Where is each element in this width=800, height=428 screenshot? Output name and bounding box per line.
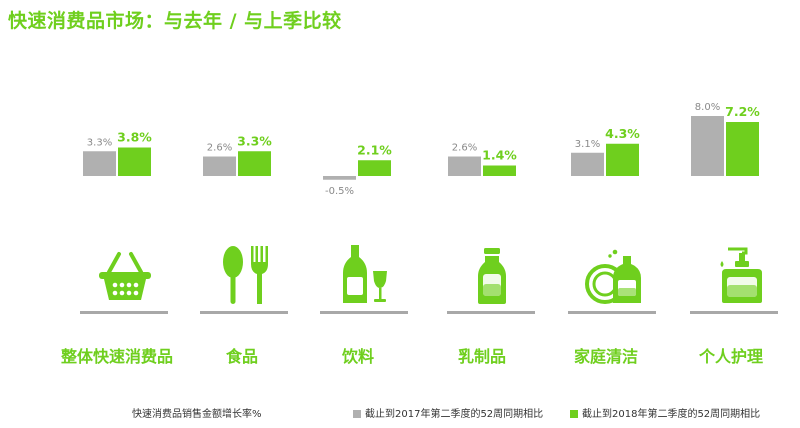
category-label: 食品 [225, 347, 258, 366]
bar-2018 [483, 165, 516, 176]
category-label: 家庭清洁 [573, 347, 638, 366]
basket-icon [99, 252, 151, 300]
bar-2017 [323, 176, 356, 180]
legend-item-2017: 截止到2017年第二季度的52周同期相比 [353, 405, 543, 420]
legend-swatch-gray [353, 410, 361, 418]
data-label-2018: 3.3% [237, 133, 272, 148]
data-label-2017: 3.3% [87, 137, 112, 148]
legend-swatch-green [570, 410, 578, 418]
legend-item-2018: 截止到2018年第二季度的52周同期相比 [570, 405, 760, 420]
data-label-2018: 3.8% [117, 130, 152, 145]
bottle-glass-icon [343, 245, 387, 303]
data-label-2018: 4.3% [605, 126, 640, 141]
data-label-2017: 3.1% [575, 139, 600, 150]
bar-2017 [203, 156, 236, 176]
milk-bottle-icon [478, 248, 506, 304]
spoon-fork-icon [223, 246, 268, 304]
bar-2017 [83, 151, 116, 176]
ground-line-6 [690, 311, 778, 314]
ground-line-2 [200, 311, 288, 314]
ground-line-4 [447, 311, 535, 314]
ground-line-5 [568, 311, 656, 314]
bar-2018 [118, 147, 151, 176]
footer-note: 快速消费品销售金额增长率% [132, 409, 262, 420]
bar-2018 [726, 122, 759, 176]
page-title: 快速消费品市场：与去年 / 与上季比较 [8, 10, 342, 32]
bar-2017 [691, 116, 724, 176]
detergent-icon [585, 249, 641, 304]
category-label: 个人护理 [698, 347, 763, 366]
bar-2017 [448, 156, 481, 176]
data-label-2018: 2.1% [357, 142, 392, 157]
data-label-2017: 8.0% [695, 102, 720, 113]
category-label: 乳制品 [457, 347, 506, 366]
bar-2018 [606, 143, 639, 176]
pump-bottle-icon [720, 247, 762, 303]
legend-label-2018: 截止到2018年第二季度的52周同期相比 [582, 409, 761, 420]
data-label-2017: -0.5% [325, 186, 354, 197]
data-label-2018: 7.2% [725, 104, 760, 119]
bar-2017 [571, 152, 604, 176]
legend-label-2017: 截止到2017年第二季度的52周同期相比 [365, 409, 544, 420]
ground-line-1 [80, 311, 168, 314]
bar-2018 [238, 151, 271, 176]
data-label-2017: 2.6% [207, 143, 232, 154]
ground-line-3 [320, 311, 408, 314]
category-label: 整体快速消费品 [60, 347, 173, 366]
data-label-2017: 2.6% [452, 143, 477, 154]
bar-2018 [358, 160, 391, 176]
data-label-2018: 1.4% [482, 148, 517, 163]
category-label: 饮料 [341, 347, 374, 366]
